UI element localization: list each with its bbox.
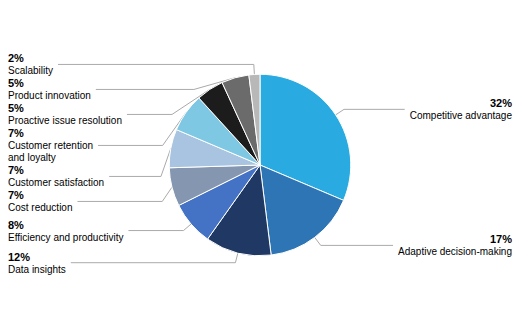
svg-text:7%: 7% <box>8 127 24 139</box>
svg-text:8%: 8% <box>8 219 24 231</box>
svg-text:17%: 17% <box>490 233 512 245</box>
svg-text:Cost reduction: Cost reduction <box>8 202 72 213</box>
svg-text:7%: 7% <box>8 164 24 176</box>
svg-text:Customer satisfaction: Customer satisfaction <box>8 177 104 188</box>
svg-text:2%: 2% <box>8 52 24 64</box>
svg-text:7%: 7% <box>8 189 24 201</box>
svg-text:5%: 5% <box>8 77 24 89</box>
svg-text:Product innovation: Product innovation <box>8 90 91 101</box>
svg-text:and loyalty: and loyalty <box>8 152 56 163</box>
svg-text:5%: 5% <box>8 102 24 114</box>
svg-text:32%: 32% <box>490 97 512 109</box>
svg-text:Efficiency and productivity: Efficiency and productivity <box>8 232 123 243</box>
svg-text:Adaptive decision-making: Adaptive decision-making <box>398 246 512 257</box>
svg-text:12%: 12% <box>8 251 30 263</box>
svg-text:Proactive issue resolution: Proactive issue resolution <box>8 115 122 126</box>
svg-text:Competitive advantage: Competitive advantage <box>410 110 513 121</box>
svg-text:Scalability: Scalability <box>8 65 53 76</box>
svg-text:Customer retention: Customer retention <box>8 140 93 151</box>
svg-text:Data insights: Data insights <box>8 264 66 275</box>
